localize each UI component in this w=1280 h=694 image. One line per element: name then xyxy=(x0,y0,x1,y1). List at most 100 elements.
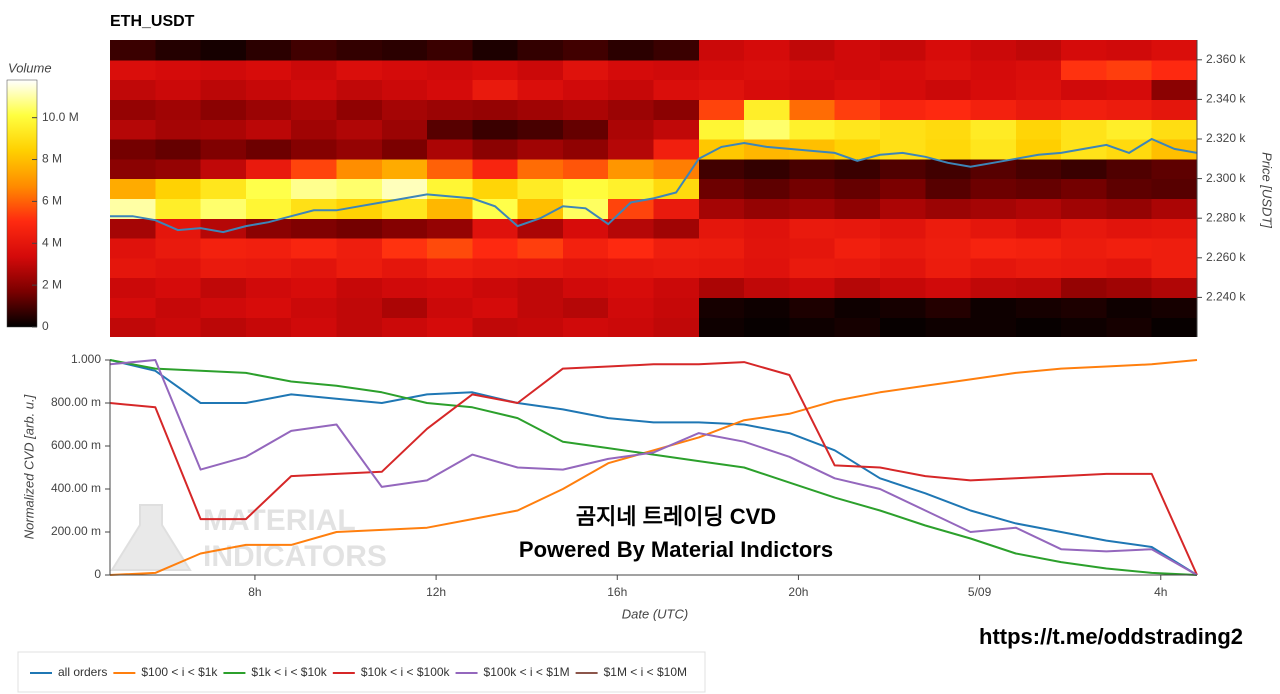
heatmap-cell xyxy=(381,158,428,180)
heatmap-cell xyxy=(517,79,564,100)
heatmap-cell xyxy=(517,297,564,318)
heatmap-cell xyxy=(970,297,1017,318)
heatmap-cell xyxy=(1061,178,1108,199)
heatmap-cell xyxy=(562,59,609,81)
heatmap-cell xyxy=(472,277,519,298)
heatmap-cell xyxy=(245,139,292,160)
heatmap-cell xyxy=(1106,277,1153,298)
heatmap-cell xyxy=(653,218,700,239)
heatmap-cell xyxy=(1015,158,1062,180)
heatmap-cell xyxy=(653,257,700,279)
heatmap-cell xyxy=(427,317,473,337)
heatmap-cell xyxy=(517,99,564,120)
heatmap-cell xyxy=(789,40,836,61)
heatmap-cell xyxy=(608,79,655,100)
annotation: 곰지네 트레이딩 CVD xyxy=(576,504,776,529)
heatmap-cell xyxy=(291,158,338,180)
heatmap-cell xyxy=(970,99,1017,120)
heatmap-cell xyxy=(925,79,972,100)
heatmap-cell xyxy=(744,238,790,259)
heatmap-cell xyxy=(1061,59,1108,81)
heatmap-cell xyxy=(925,317,972,337)
heatmap-cell xyxy=(245,119,292,140)
heatmap-cell xyxy=(472,119,519,140)
heatmap-cell xyxy=(336,178,383,199)
heatmap-cell xyxy=(834,198,881,219)
heatmap-cell xyxy=(291,238,338,259)
heatmap-cell xyxy=(336,317,383,337)
heatmap-cell xyxy=(472,139,519,160)
heatmap-cell xyxy=(925,238,972,259)
heatmap-cell xyxy=(879,297,926,318)
heatmap-cell xyxy=(698,277,745,298)
heatmap-cell xyxy=(562,178,609,199)
heatmap-cell xyxy=(517,40,564,61)
heatmap-cell xyxy=(608,59,655,81)
heatmap-cell xyxy=(789,198,836,219)
heatmap-cell xyxy=(245,99,292,120)
watermark: MATERIAL xyxy=(203,504,356,537)
heatmap-cell xyxy=(336,59,383,81)
legend-label: $100k < i < $1M xyxy=(484,665,570,679)
heatmap-cell xyxy=(925,178,972,199)
chart-title: ETH_USDT xyxy=(110,13,195,30)
heatmap-cell xyxy=(472,297,519,318)
heatmap-cell xyxy=(744,119,790,140)
heatmap-cell xyxy=(1061,218,1108,239)
heatmap-cell xyxy=(200,158,247,180)
heatmap-cell xyxy=(336,158,383,180)
heatmap-cell xyxy=(562,277,609,298)
heatmap-cell xyxy=(879,238,926,259)
legend-label: $10k < i < $100k xyxy=(361,665,451,679)
heatmap-cell xyxy=(155,297,202,318)
heatmap-cell xyxy=(517,238,564,259)
heatmap-cell xyxy=(698,238,745,259)
heatmap-cell xyxy=(970,317,1017,337)
heatmap-cell xyxy=(427,119,473,140)
heatmap-cell xyxy=(789,218,836,239)
heatmap-cell xyxy=(653,277,700,298)
x-axis-title: Date (UTC) xyxy=(622,606,688,621)
heatmap-cell xyxy=(517,277,564,298)
heatmap-cell xyxy=(517,59,564,81)
heatmap-cell xyxy=(291,139,338,160)
heatmap-cell xyxy=(381,198,428,219)
heatmap-cell xyxy=(970,238,1017,259)
heatmap-cell xyxy=(789,99,836,120)
heatmap-cell xyxy=(970,218,1017,239)
heatmap-cell xyxy=(834,277,881,298)
heatmap-cell xyxy=(1106,79,1153,100)
heatmap-cell xyxy=(517,119,564,140)
heatmap-cell xyxy=(336,277,383,298)
heatmap-cell xyxy=(1015,139,1062,160)
heatmap-cell xyxy=(834,317,881,337)
heatmap-cell xyxy=(291,59,338,81)
legend-label: all orders xyxy=(58,665,107,679)
heatmap-cell xyxy=(562,119,609,140)
heatmap-cell xyxy=(698,139,745,160)
heatmap-cell xyxy=(970,40,1017,61)
heatmap-cell xyxy=(1151,99,1197,120)
heatmap-cell xyxy=(200,139,247,160)
heatmap-cell xyxy=(608,158,655,180)
heatmap-cell xyxy=(834,59,881,81)
heatmap-cell xyxy=(110,238,156,259)
heatmap-cell xyxy=(1151,198,1197,219)
heatmap-cell xyxy=(925,257,972,279)
heatmap-cell xyxy=(200,257,247,279)
heatmap-cell xyxy=(245,317,292,337)
annotation: Powered By Material Indictors xyxy=(519,537,833,562)
heatmap-cell xyxy=(834,178,881,199)
heatmap-cell xyxy=(744,198,790,219)
colorbar-tick-label: 10.0 M xyxy=(42,110,79,124)
x-tick-label: 12h xyxy=(426,585,446,599)
heatmap-cell xyxy=(879,40,926,61)
heatmap-cell xyxy=(291,277,338,298)
heatmap-cell xyxy=(427,218,473,239)
heatmap-cell xyxy=(245,198,292,219)
heatmap-cell xyxy=(925,40,972,61)
x-tick-label: 4h xyxy=(1154,585,1167,599)
heatmap-cell xyxy=(381,59,428,81)
heatmap-cell xyxy=(472,178,519,199)
x-tick-label: 5/09 xyxy=(968,585,992,599)
